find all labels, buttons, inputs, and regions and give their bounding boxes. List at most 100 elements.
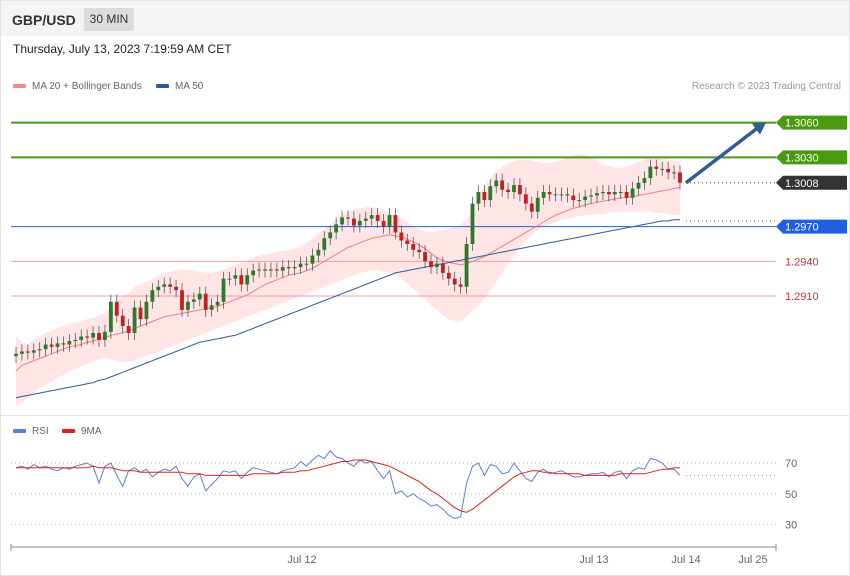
candle-body (375, 215, 380, 221)
panel-divider (1, 415, 849, 416)
candle-body (162, 284, 167, 287)
candle-body (340, 217, 344, 225)
candle-body (286, 267, 291, 269)
chart-credit: Research © 2023 Trading Central (691, 81, 841, 92)
candle-body (174, 286, 178, 291)
candle-body (269, 269, 273, 271)
timeframe-button[interactable]: 30 MIN (84, 8, 134, 31)
candle-body (334, 224, 339, 233)
candle-body (464, 244, 469, 287)
candle-body (85, 336, 90, 338)
candle-body (381, 220, 386, 227)
candle-body (168, 284, 173, 287)
x-tick-label: Jul 14 (671, 554, 700, 566)
candle-body (328, 232, 333, 239)
candle-body (405, 240, 410, 244)
candle-body (280, 267, 285, 271)
rsi-line (15, 450, 681, 520)
candle-body (239, 275, 244, 285)
instrument-symbol: GBP/USD (12, 12, 76, 28)
candle-body (488, 186, 493, 201)
level-label-1.3030: 1.3030 (785, 152, 819, 164)
candle-body (43, 344, 48, 350)
candle-body (203, 293, 208, 310)
forecast-arrow-head (752, 122, 766, 135)
candle-body (648, 166, 653, 179)
candle-body (209, 305, 214, 310)
candle-body (25, 351, 30, 353)
chart-toolbar: GBP/USD 30 MIN (1, 1, 849, 36)
candle-body (144, 301, 149, 320)
candle-body (304, 263, 309, 265)
candle-body (49, 344, 54, 347)
candle-body (298, 263, 303, 268)
level-label-1.3060: 1.3060 (785, 118, 819, 130)
candle-body (393, 215, 398, 233)
level-label-1.2940: 1.2940 (785, 256, 819, 268)
candle-body (654, 166, 659, 169)
candle-body (251, 270, 256, 276)
candle-body (322, 238, 327, 250)
candle-body (440, 263, 445, 273)
rsi-swatch (13, 429, 26, 434)
candle-body (292, 267, 297, 269)
candle-body (103, 331, 107, 340)
legend-ma50-label: MA 50 (175, 81, 204, 92)
candle-body (150, 290, 155, 302)
rsi-tick-50: 50 (785, 489, 797, 501)
candle-body (108, 301, 113, 332)
candle-body (399, 232, 404, 241)
candle-body (500, 180, 505, 190)
x-tick-label: Jul 25 (738, 554, 767, 566)
level-tag-1.3008 (776, 175, 847, 190)
candle-body (452, 278, 457, 285)
candle-body (55, 343, 60, 347)
candle-body (494, 180, 499, 187)
candle-body (429, 261, 433, 268)
candle-body (257, 269, 261, 271)
candle-body (221, 278, 226, 302)
candle-body (352, 218, 356, 226)
candle-body (274, 269, 279, 271)
legend-9ma-label: 9MA (81, 426, 102, 437)
candle-body (186, 301, 190, 310)
candle-body (660, 168, 665, 170)
candle-body (423, 252, 427, 262)
candle-body (470, 203, 475, 244)
candle-body (589, 195, 593, 197)
candle-body (624, 192, 629, 198)
candle-body (595, 193, 599, 196)
candle-body (67, 341, 72, 345)
candle-body (618, 192, 623, 193)
rsi-ma9-line (16, 459, 680, 513)
candle-body (606, 192, 611, 195)
candle-body (506, 189, 510, 192)
x-tick-label: Jul 12 (287, 554, 316, 566)
candle-body (612, 192, 617, 195)
rsi-tick-30: 30 (785, 520, 797, 532)
candle-body (132, 307, 137, 333)
candle-body (571, 195, 576, 201)
candle-body (435, 263, 439, 268)
candle-body (37, 349, 42, 351)
legend-ma50: MA 50 (156, 81, 203, 92)
candle-body (156, 286, 161, 291)
candle-body (583, 196, 588, 201)
candle-body (357, 220, 362, 226)
candle-body (446, 272, 451, 279)
candle-body (565, 194, 570, 196)
candle-body (14, 353, 18, 357)
candle-body (316, 249, 321, 256)
forecast-arrow-shaft (684, 126, 760, 185)
ma50-swatch (156, 84, 169, 89)
candle-body (601, 192, 605, 194)
level-tag-1.2970 (776, 219, 847, 234)
level-label-1.3008: 1.3008 (785, 178, 819, 190)
candle-body (180, 290, 184, 310)
candle-body (577, 200, 582, 202)
candle-body (523, 194, 528, 204)
candle-body (197, 293, 202, 300)
level-tag-1.3030 (776, 150, 847, 165)
candle-body (227, 278, 232, 280)
